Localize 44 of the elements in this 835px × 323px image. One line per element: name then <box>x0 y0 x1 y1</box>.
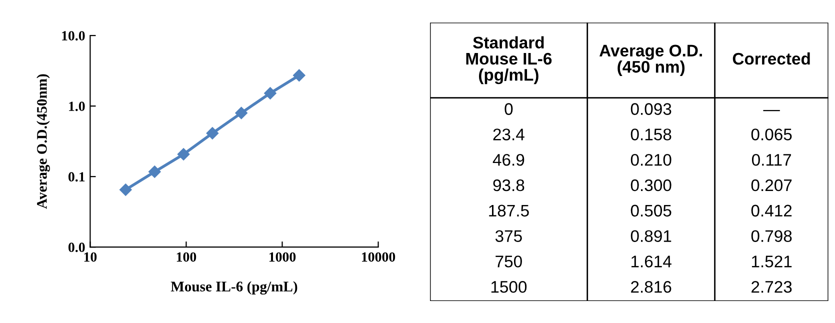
point <box>148 166 161 178</box>
text: 375 <box>495 230 522 242</box>
point <box>120 184 132 196</box>
x-tick-label: 10 <box>84 252 97 262</box>
text: 23.4 <box>493 128 524 140</box>
text: 0.300 <box>630 179 672 192</box>
text: 0.505 <box>630 204 672 217</box>
text: 93.8 <box>493 179 524 192</box>
text: 187.5 <box>489 204 529 217</box>
category-label: Corrected <box>732 52 810 65</box>
text: 2.816 <box>631 281 672 293</box>
text: 0.798 <box>751 230 792 242</box>
point <box>264 87 276 100</box>
text: 0.093 <box>630 103 672 115</box>
x-tick-label: 100 <box>176 252 196 262</box>
y-tick-label: 0.1 <box>68 172 85 182</box>
text: 0.891 <box>630 230 672 242</box>
text: 1500 <box>491 281 527 293</box>
text: 46.9 <box>492 154 524 166</box>
x-axis-title: Mouse IL-6 (pg/mL) <box>170 281 298 295</box>
y-axis-title: Average O.D.(450nm) <box>36 74 50 209</box>
text: 0.207 <box>751 179 792 192</box>
point <box>235 106 248 120</box>
text: 0.065 <box>751 128 792 140</box>
text: 2.723 <box>752 281 792 293</box>
category-label: Standard Mouse IL-6 (pg/mL) <box>466 36 552 84</box>
text: 0.117 <box>752 154 791 166</box>
text: 0.412 <box>751 204 792 217</box>
category-label: Average O.D. (450 nm) <box>599 44 702 76</box>
y-tick-label: 0.0 <box>68 242 85 252</box>
text: 0 <box>504 103 513 115</box>
x-tick-label: 1000 <box>269 252 296 262</box>
text: 750 <box>496 256 522 268</box>
y-tick-label: 1.0 <box>69 102 85 112</box>
text: 0.210 <box>630 154 672 166</box>
point <box>293 69 306 82</box>
text: — <box>763 110 780 112</box>
text: 0.158 <box>630 128 672 140</box>
x-tick-label: 10000 <box>362 252 396 262</box>
y-tick-label: 10.0 <box>62 31 85 41</box>
text: 1.521 <box>752 256 792 268</box>
point <box>206 127 219 140</box>
point <box>177 148 190 160</box>
text: 1.614 <box>632 256 672 268</box>
